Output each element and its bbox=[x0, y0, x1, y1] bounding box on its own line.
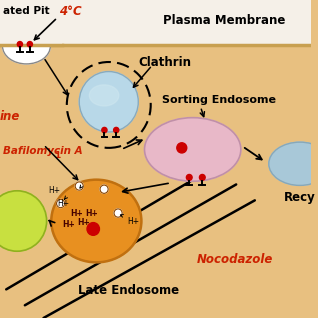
Circle shape bbox=[186, 175, 192, 180]
Circle shape bbox=[114, 209, 122, 217]
Circle shape bbox=[177, 143, 187, 153]
Text: Late Endosome: Late Endosome bbox=[79, 285, 180, 297]
Text: 1: 1 bbox=[54, 151, 61, 160]
Circle shape bbox=[87, 223, 100, 235]
Text: Plasma Membrane: Plasma Membrane bbox=[162, 14, 285, 27]
Circle shape bbox=[57, 199, 65, 208]
Text: H+: H+ bbox=[78, 218, 90, 227]
Text: H+: H+ bbox=[48, 186, 60, 195]
Circle shape bbox=[102, 128, 107, 133]
Ellipse shape bbox=[144, 118, 241, 181]
Text: ine: ine bbox=[0, 110, 20, 122]
Bar bbox=[0, 0, 62, 45]
Ellipse shape bbox=[89, 85, 119, 106]
Text: H+: H+ bbox=[62, 220, 75, 229]
Circle shape bbox=[17, 42, 23, 47]
Text: 4°C: 4°C bbox=[59, 5, 82, 17]
Text: H+: H+ bbox=[70, 209, 82, 218]
Ellipse shape bbox=[51, 180, 142, 262]
Circle shape bbox=[100, 185, 108, 193]
Text: Nocodazole: Nocodazole bbox=[197, 253, 273, 266]
Text: Sorting Endosome: Sorting Endosome bbox=[162, 95, 276, 105]
Ellipse shape bbox=[3, 28, 50, 64]
Text: Recy: Recy bbox=[284, 191, 316, 204]
Circle shape bbox=[199, 175, 205, 180]
Text: H+: H+ bbox=[128, 217, 140, 225]
Ellipse shape bbox=[269, 142, 318, 185]
Circle shape bbox=[75, 182, 83, 190]
Ellipse shape bbox=[79, 72, 138, 132]
Text: Clathrin: Clathrin bbox=[138, 56, 191, 68]
Bar bbox=[0, 0, 311, 45]
Text: H+: H+ bbox=[85, 209, 98, 218]
Text: H+: H+ bbox=[58, 199, 70, 208]
Text: Bafilomycin A: Bafilomycin A bbox=[3, 146, 83, 156]
Text: ated Pit: ated Pit bbox=[3, 6, 50, 16]
Ellipse shape bbox=[0, 191, 47, 251]
Circle shape bbox=[27, 42, 32, 47]
Circle shape bbox=[114, 128, 119, 133]
